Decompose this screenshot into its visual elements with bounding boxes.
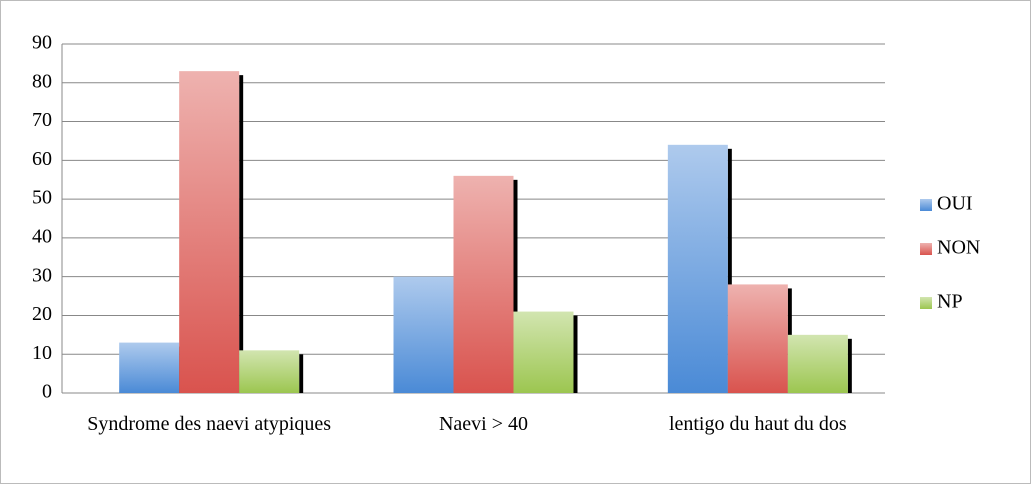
bar bbox=[787, 334, 848, 393]
bar-shadow bbox=[239, 75, 244, 394]
bar bbox=[727, 284, 788, 393]
bar bbox=[119, 342, 180, 393]
x-tick-label: Syndrome des naevi atypiques bbox=[87, 413, 332, 435]
bar bbox=[667, 144, 728, 393]
legend-swatch bbox=[920, 297, 932, 309]
bar bbox=[453, 175, 514, 393]
y-tick-label: 50 bbox=[32, 187, 52, 209]
x-tick-label: lentigo du haut du dos bbox=[668, 413, 847, 435]
x-tick-label: Naevi > 40 bbox=[438, 413, 529, 435]
legend-label: NP bbox=[937, 291, 963, 313]
y-tick-label: 10 bbox=[32, 342, 52, 364]
legend-label: NON bbox=[937, 237, 980, 259]
bar bbox=[239, 350, 300, 393]
y-tick-label: 40 bbox=[32, 225, 52, 247]
y-tick-label: 80 bbox=[32, 70, 52, 92]
bar bbox=[179, 71, 240, 394]
y-tick-label: 60 bbox=[32, 148, 52, 170]
bar-shadow bbox=[299, 354, 304, 393]
y-tick-label: 90 bbox=[32, 32, 52, 54]
bar bbox=[513, 311, 574, 393]
y-tick-label: 20 bbox=[32, 303, 52, 325]
y-tick-label: 0 bbox=[42, 381, 52, 403]
y-tick-label: 30 bbox=[32, 264, 52, 286]
legend-label: OUI bbox=[937, 193, 973, 215]
bar bbox=[393, 276, 454, 393]
y-tick-label: 70 bbox=[32, 109, 52, 131]
bar-shadow bbox=[727, 148, 732, 393]
legend-swatch bbox=[920, 199, 932, 211]
legend-swatch bbox=[920, 243, 932, 255]
bar-shadow bbox=[573, 315, 578, 393]
bar-shadow bbox=[847, 338, 852, 393]
bar-shadow bbox=[513, 179, 518, 393]
